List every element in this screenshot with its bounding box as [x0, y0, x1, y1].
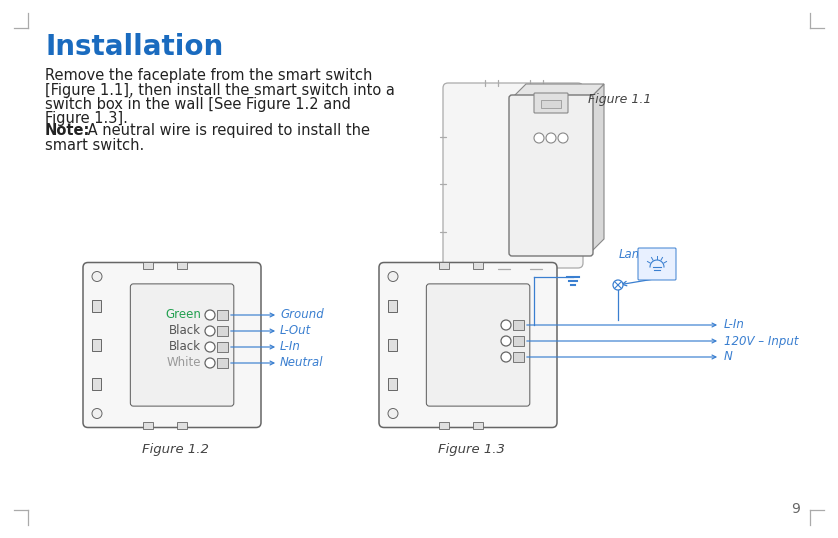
Text: L-In: L-In [280, 341, 301, 353]
Circle shape [534, 133, 544, 143]
Bar [513, 336, 524, 346]
Bar [217, 342, 228, 352]
FancyBboxPatch shape [131, 284, 234, 406]
Bar [92, 378, 101, 390]
FancyBboxPatch shape [427, 284, 530, 406]
FancyBboxPatch shape [443, 83, 583, 268]
Bar [473, 261, 483, 268]
Text: Figure 1.1: Figure 1.1 [588, 93, 651, 106]
Bar [92, 300, 101, 312]
Polygon shape [590, 84, 604, 253]
Circle shape [501, 320, 511, 330]
Bar [388, 339, 397, 351]
Text: smart switch.: smart switch. [45, 138, 144, 152]
Circle shape [613, 280, 623, 290]
Bar [439, 261, 449, 268]
Bar [143, 261, 153, 268]
Circle shape [501, 336, 511, 346]
Bar [541, 100, 561, 108]
Text: Black: Black [169, 341, 201, 353]
Text: 9: 9 [791, 502, 800, 516]
Circle shape [388, 408, 398, 419]
Text: [Figure 1.1], then install the smart switch into a: [Figure 1.1], then install the smart swi… [45, 82, 395, 97]
FancyBboxPatch shape [379, 263, 557, 428]
Text: Ground: Ground [280, 308, 323, 322]
Text: Figure 1.2: Figure 1.2 [142, 442, 209, 456]
Text: White: White [167, 357, 201, 370]
Text: N: N [724, 350, 732, 364]
Bar [439, 421, 449, 428]
Circle shape [546, 133, 556, 143]
Bar [513, 352, 524, 362]
Text: A neutral wire is required to install the: A neutral wire is required to install th… [83, 123, 370, 138]
Circle shape [388, 272, 398, 281]
FancyBboxPatch shape [509, 95, 593, 256]
FancyBboxPatch shape [83, 263, 261, 428]
Bar [177, 261, 187, 268]
Bar [388, 300, 397, 312]
Text: L-Out: L-Out [280, 324, 311, 337]
Text: Black: Black [169, 324, 201, 337]
Text: switch box in the wall [See Figure 1.2 and: switch box in the wall [See Figure 1.2 a… [45, 97, 351, 112]
Text: Installation: Installation [45, 33, 223, 61]
Bar [513, 320, 524, 330]
Circle shape [205, 310, 215, 320]
Text: Figure 1.3: Figure 1.3 [438, 442, 504, 456]
Bar [92, 339, 101, 351]
FancyBboxPatch shape [534, 93, 568, 113]
Text: Lamp: Lamp [619, 248, 652, 261]
Circle shape [92, 272, 102, 281]
Bar [143, 421, 153, 428]
Bar [388, 378, 397, 390]
Text: Figure 1.3].: Figure 1.3]. [45, 111, 128, 126]
Circle shape [501, 352, 511, 362]
Text: Green: Green [165, 308, 201, 322]
Text: Note:: Note: [45, 123, 91, 138]
Bar [473, 421, 483, 428]
Circle shape [92, 408, 102, 419]
Text: L-In: L-In [724, 318, 745, 331]
Circle shape [205, 358, 215, 368]
Text: 120V – Input: 120V – Input [724, 335, 799, 348]
FancyBboxPatch shape [638, 248, 676, 280]
Circle shape [558, 133, 568, 143]
Text: Remove the faceplate from the smart switch: Remove the faceplate from the smart swit… [45, 68, 372, 83]
Bar [217, 358, 228, 368]
Bar [177, 421, 187, 428]
Circle shape [205, 342, 215, 352]
Bar [217, 326, 228, 336]
Circle shape [205, 326, 215, 336]
Polygon shape [512, 84, 604, 98]
Bar [217, 310, 228, 320]
Text: Neutral: Neutral [280, 357, 323, 370]
